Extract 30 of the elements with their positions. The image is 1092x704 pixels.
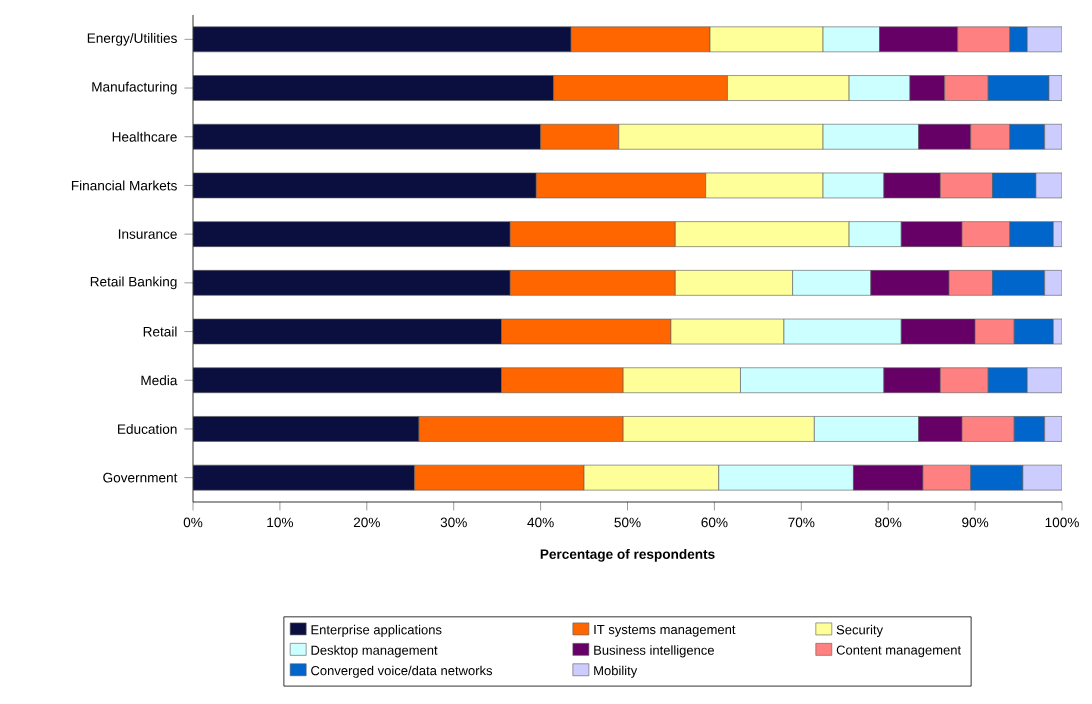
x-axis-title: Percentage of respondents [540,548,715,562]
legend-label: Mobility [594,665,638,678]
x-tick-label: 20% [353,517,380,528]
y-tick-label: Manufacturing [92,81,177,95]
x-tick-label: 60% [701,517,728,528]
x-tick-label: 30% [440,517,467,528]
x-tick-label: 0% [183,517,203,528]
legend-label: Business intelligence [594,645,714,658]
legend-label: Desktop management [311,645,438,658]
y-tick-label: Retail [143,326,177,337]
y-tick-label: Media [141,375,178,386]
legend-label: Security [836,624,884,637]
y-tick-label: Financial Markets [71,180,177,191]
y-tick-label: Healthcare [112,131,177,142]
y-tick-label: Insurance [118,229,177,239]
legend-label: Content management [836,645,961,658]
y-tick-label: Energy/Utilities [87,33,177,46]
x-tick-label: 40% [527,517,554,528]
x-tick-label: 90% [962,517,989,528]
legend-label: IT systems management [594,625,736,637]
y-tick-label: Government [103,472,178,483]
x-tick-label: 50% [614,517,641,528]
y-tick-label: Education [118,423,177,434]
x-tick-label: 80% [875,517,902,528]
y-tick-label: Retail Banking [90,276,177,290]
x-tick-label: 100% [1045,517,1079,528]
x-tick-label: 10% [267,517,294,528]
legend-label: Converged voice/data networks [311,665,493,678]
legend-label: Enterprise applications [311,624,442,637]
x-tick-label: 70% [788,517,815,528]
